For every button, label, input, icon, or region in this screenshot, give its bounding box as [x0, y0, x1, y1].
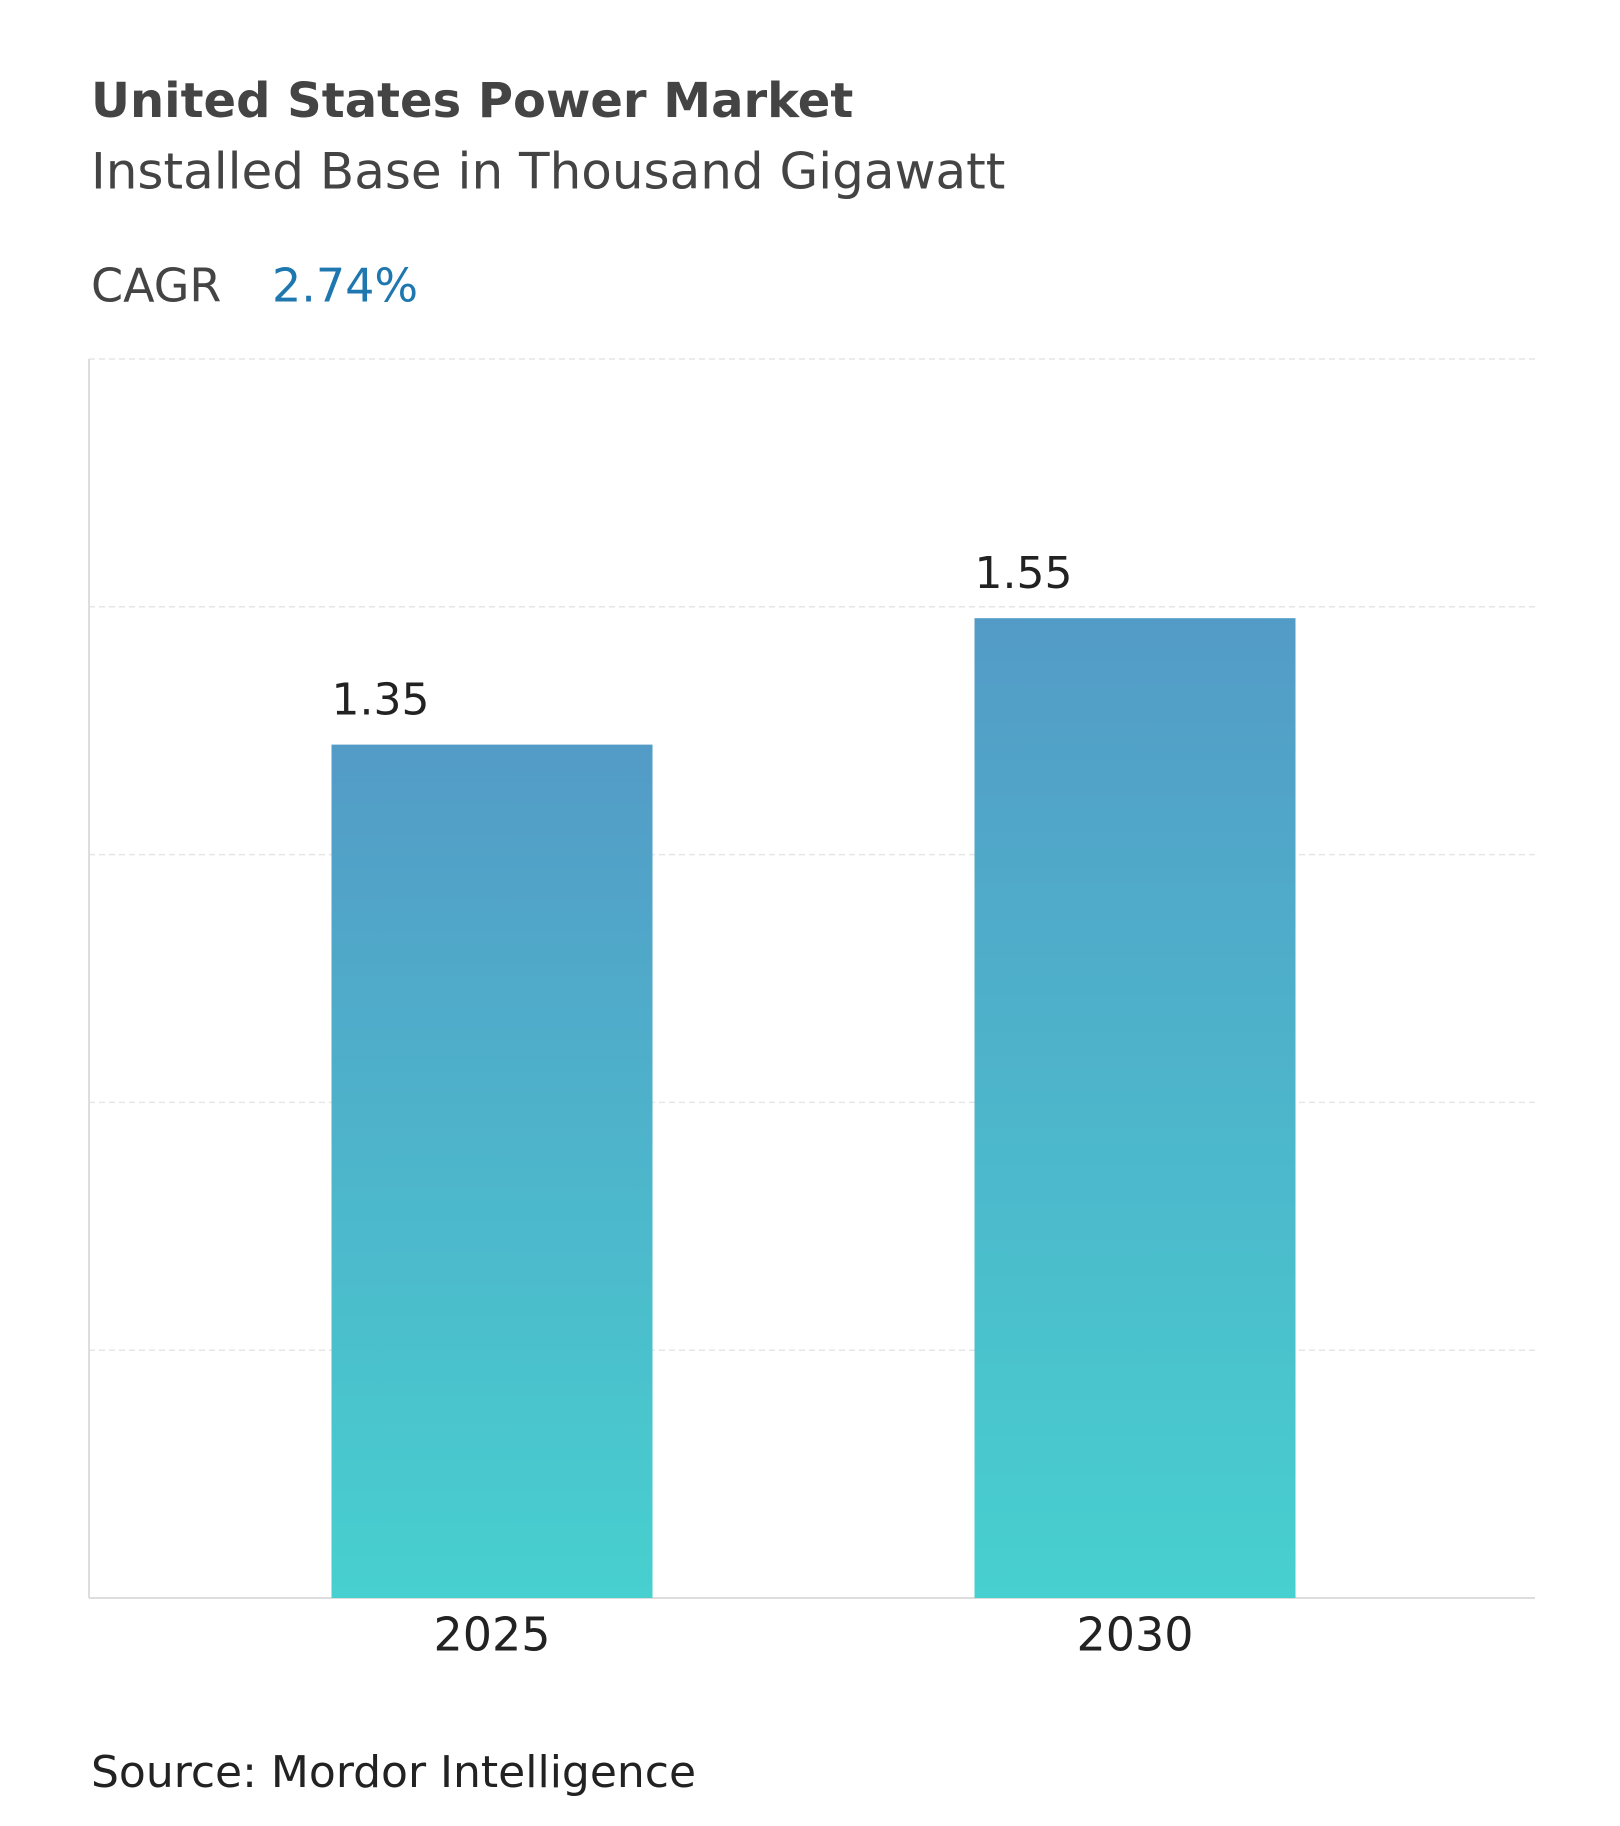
value-label: 1.35	[332, 675, 430, 726]
cagr-label: CAGR	[91, 259, 221, 313]
value-label: 1.55	[975, 548, 1073, 599]
bar	[331, 744, 653, 1598]
chart-title: United States Power Market	[91, 73, 853, 129]
x-tick-label: 2030	[1076, 1608, 1193, 1662]
source: Source: Mordor Intelligence	[91, 1747, 696, 1798]
x-tick-label: 2025	[433, 1608, 550, 1662]
chart-subtitle: Installed Base in Thousand Gigawatt	[91, 143, 1005, 201]
cagr-value: 2.74%	[272, 259, 418, 313]
bar	[974, 618, 1296, 1598]
